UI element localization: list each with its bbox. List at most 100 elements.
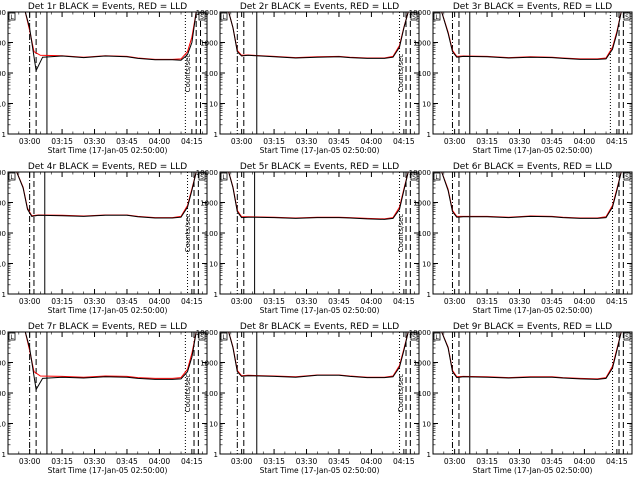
y-tick-label: 100 xyxy=(0,230,6,238)
y-tick-label: 100 xyxy=(205,70,218,78)
y-tick-label: 100 xyxy=(418,70,431,78)
x-tick-label: 04:00 xyxy=(574,457,596,466)
corner-box-right xyxy=(623,12,631,21)
corner-box-right xyxy=(623,172,631,181)
plot-frame xyxy=(219,11,420,135)
x-axis-label: Start Time (17-Jan-05 02:50:00) xyxy=(48,466,168,475)
x-tick-label: 03:15 xyxy=(51,297,73,306)
series-events-line xyxy=(16,12,197,73)
x-tick-label: 03:15 xyxy=(263,137,285,146)
chart-title: Det 5r BLACK = Events, RED = LLD xyxy=(240,162,399,172)
y-tick-label: 100 xyxy=(0,390,6,398)
y-tick-label: 1000 xyxy=(200,40,218,48)
chart-title: Det 4r BLACK = Events, RED = LLD xyxy=(28,162,187,172)
y-tick-label: 10000 xyxy=(409,329,431,337)
corner-marker-left: L xyxy=(10,14,14,21)
corner-marker-left: L xyxy=(10,174,14,181)
y-tick-label: 1 xyxy=(2,291,6,299)
chart-panel: Det 7r BLACK = Events, RED = LLD 1 10 100 10… xyxy=(0,322,208,475)
y-tick-label: 1000 xyxy=(413,40,431,48)
corner-marker-left: L xyxy=(222,14,226,21)
x-axis-label: Start Time (17-Jan-05 02:50:00) xyxy=(473,146,593,155)
x-tick-label: 03:15 xyxy=(476,457,498,466)
y-tick-label: 1 xyxy=(427,291,431,299)
y-tick-label: 10000 xyxy=(409,9,431,17)
y-tick-label: 10000 xyxy=(196,9,218,17)
x-tick-label: 03:30 xyxy=(509,137,531,146)
y-tick-label: 10000 xyxy=(409,169,431,177)
x-tick-label: 04:00 xyxy=(149,137,171,146)
x-tick-label: 03:15 xyxy=(263,457,285,466)
plot-frame xyxy=(219,331,420,455)
plot-frame xyxy=(432,331,633,455)
series-lld-line xyxy=(228,12,409,59)
series-lld-line xyxy=(228,332,409,378)
series-events-line xyxy=(228,12,409,59)
y-tick-label: 1 xyxy=(214,131,218,139)
y-tick-label: 1 xyxy=(2,131,6,139)
y-axis-label: Counts/sec xyxy=(184,374,192,413)
y-tick-label: 100 xyxy=(205,230,218,238)
y-tick-label: 1000 xyxy=(200,360,218,368)
corner-box-left xyxy=(220,332,228,341)
x-tick-label: 04:15 xyxy=(393,137,415,146)
x-axis-label: Start Time (17-Jan-05 02:50:00) xyxy=(260,146,380,155)
chart-panel: Det 8r BLACK = Events, RED = LLD 1 10 100 10… xyxy=(184,322,420,475)
chart-title: Det 2r BLACK = Events, RED = LLD xyxy=(240,2,399,12)
x-tick-label: 04:00 xyxy=(361,137,383,146)
x-tick-label: 03:30 xyxy=(84,137,106,146)
chart-panel: Det 4r BLACK = Events, RED = LLD 1 10 100 10… xyxy=(0,162,208,315)
x-tick-label: 04:00 xyxy=(574,297,596,306)
x-tick-label: 03:00 xyxy=(444,457,466,466)
chart-title: Det 8r BLACK = Events, RED = LLD xyxy=(240,322,399,332)
series-events-line xyxy=(441,332,622,380)
x-tick-label: 03:30 xyxy=(296,137,318,146)
x-tick-label: 03:45 xyxy=(328,457,350,466)
y-tick-label: 10 xyxy=(209,421,218,429)
y-tick-label: 1 xyxy=(214,291,218,299)
x-tick-label: 03:15 xyxy=(51,137,73,146)
y-tick-label: 1 xyxy=(2,451,6,459)
corner-marker-right: S xyxy=(200,174,204,181)
x-tick-label: 03:00 xyxy=(231,297,253,306)
x-tick-label: 03:00 xyxy=(19,137,41,146)
x-tick-label: 03:00 xyxy=(19,297,41,306)
corner-marker-left: L xyxy=(222,334,226,341)
y-tick-label: 10 xyxy=(209,101,218,109)
x-tick-label: 04:00 xyxy=(149,457,171,466)
corner-marker-left: L xyxy=(222,174,226,181)
x-tick-label: 04:15 xyxy=(181,297,203,306)
y-tick-label: 10 xyxy=(209,261,218,269)
chart-title: Det 6r BLACK = Events, RED = LLD xyxy=(453,162,612,172)
x-axis-label: Start Time (17-Jan-05 02:50:00) xyxy=(473,466,593,475)
x-tick-label: 03:45 xyxy=(116,297,138,306)
x-tick-label: 03:45 xyxy=(328,297,350,306)
corner-marker-right: S xyxy=(625,14,629,21)
chart-panel: Det 2r BLACK = Events, RED = LLD 1 10 100 10… xyxy=(184,2,420,155)
corner-box-left xyxy=(8,332,16,341)
y-axis-label: Counts/sec xyxy=(184,54,192,93)
series-lld-line xyxy=(16,12,197,60)
x-tick-label: 04:00 xyxy=(574,137,596,146)
x-axis-label: Start Time (17-Jan-05 02:50:00) xyxy=(48,146,168,155)
x-tick-label: 03:45 xyxy=(541,137,563,146)
x-tick-label: 03:30 xyxy=(296,297,318,306)
corner-box-right xyxy=(198,172,206,181)
y-tick-label: 10 xyxy=(422,421,431,429)
series-lld-line xyxy=(16,332,197,379)
chart-panel: Det 6r BLACK = Events, RED = LLD 1 10 100 10… xyxy=(397,162,633,315)
corner-box-right xyxy=(410,332,418,341)
series-events-line xyxy=(441,12,622,60)
corner-box-right xyxy=(623,332,631,341)
corner-marker-right: S xyxy=(412,334,416,341)
y-tick-label: 10 xyxy=(0,101,6,109)
y-tick-label: 100 xyxy=(418,390,431,398)
x-tick-label: 03:00 xyxy=(19,457,41,466)
y-tick-label: 100 xyxy=(418,230,431,238)
y-tick-label: 1000 xyxy=(0,40,6,48)
plot-frame xyxy=(219,171,420,295)
x-tick-label: 03:30 xyxy=(84,457,106,466)
plot-frame xyxy=(432,11,633,135)
corner-marker-left: L xyxy=(435,334,439,341)
